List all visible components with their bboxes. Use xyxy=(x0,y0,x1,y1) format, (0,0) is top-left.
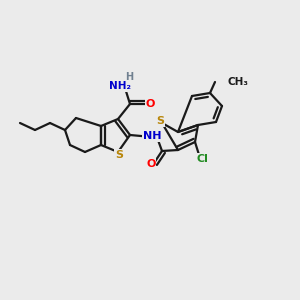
Text: O: O xyxy=(145,99,155,109)
Text: CH₃: CH₃ xyxy=(227,77,248,87)
Text: Cl: Cl xyxy=(196,154,208,164)
Text: S: S xyxy=(156,116,164,126)
Text: H: H xyxy=(125,72,133,82)
Text: S: S xyxy=(115,150,123,160)
Text: NH: NH xyxy=(143,131,161,141)
Text: NH₂: NH₂ xyxy=(109,81,131,91)
Text: O: O xyxy=(146,159,156,169)
